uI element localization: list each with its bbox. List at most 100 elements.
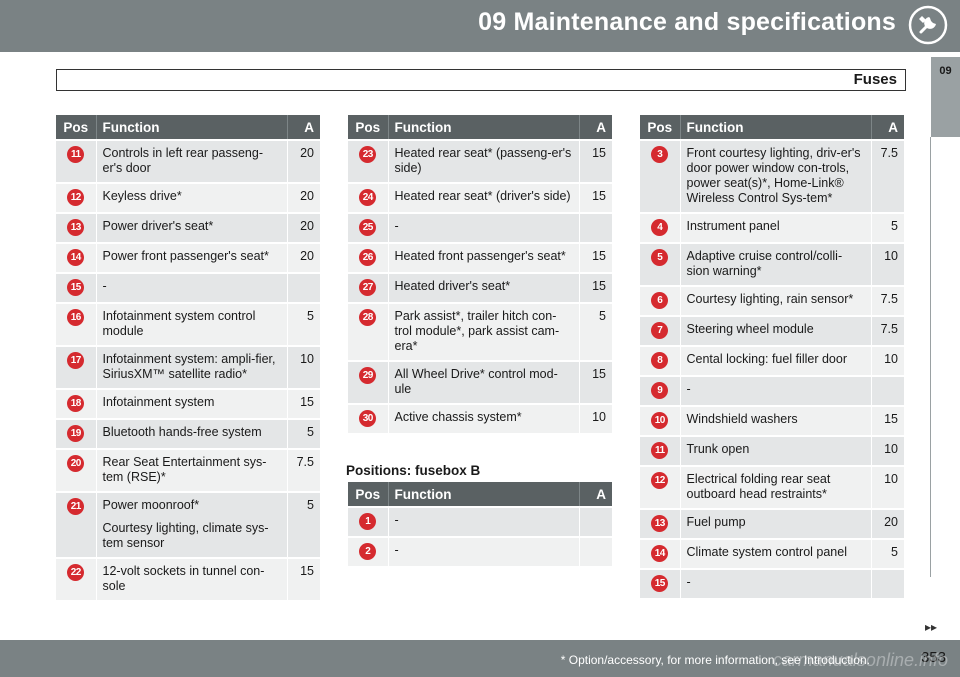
fuse-function: Trunk open bbox=[680, 435, 872, 466]
table-row: 27 Heated driver's seat* 15 bbox=[348, 272, 612, 303]
pos-badge: 2 bbox=[359, 543, 377, 560]
table-row: 23 Heated rear seat* (passeng-er's side) 1… bbox=[348, 139, 612, 183]
footer-bar: * Option/accessory, for more information… bbox=[0, 640, 960, 677]
fuse-amp bbox=[871, 375, 904, 406]
fuse-function: Climate system control panel bbox=[680, 538, 872, 569]
fuse-table-2: Pos Function A 23 Heated rear seat* (pass… bbox=[348, 115, 612, 433]
fuse-amp: 10 bbox=[871, 465, 904, 509]
fuse-amp: 15 bbox=[579, 272, 612, 303]
fuse-amp: 10 bbox=[871, 242, 904, 286]
table-row: 18 Infotainment system 15 bbox=[56, 388, 320, 419]
fuse-function: - bbox=[96, 272, 288, 303]
table-row: 10 Windshield washers 15 bbox=[640, 405, 904, 436]
pos-badge: 30 bbox=[359, 410, 377, 427]
fuse-function: - bbox=[388, 536, 580, 566]
col-amp: A bbox=[287, 115, 320, 140]
table-row: 9- bbox=[640, 375, 904, 406]
fuse-amp bbox=[579, 212, 612, 243]
table-row: 19 Bluetooth hands-free system 5 bbox=[56, 418, 320, 449]
table-row: 20 Rear Seat Entertainment sys-tem (RSE)*… bbox=[56, 448, 320, 492]
fuse-function: Heated driver's seat* bbox=[388, 272, 580, 303]
pos-badge: 9 bbox=[651, 382, 669, 399]
fuse-amp: 20 bbox=[287, 242, 320, 273]
fuse-function: Power driver's seat* bbox=[96, 212, 288, 243]
fuse-amp: 20 bbox=[287, 212, 320, 243]
fuse-amp: 5 bbox=[287, 418, 320, 449]
col-function: Function bbox=[680, 115, 872, 140]
fuse-table-1: Pos Function A 11 Controls in left rear p… bbox=[56, 115, 320, 600]
fuse-amp: 5 bbox=[579, 302, 612, 361]
col-pos: Pos bbox=[640, 115, 681, 140]
fuse-function: Park assist*, trailer hitch con-trol mod… bbox=[388, 302, 580, 361]
fuse-amp: 15 bbox=[579, 182, 612, 213]
fuse-function: Courtesy lighting, rain sensor* bbox=[680, 285, 872, 316]
side-tab-label: 09 bbox=[939, 65, 952, 77]
fuse-function-secondary: Courtesy lighting, climate sys-tem senso… bbox=[102, 521, 269, 550]
table-row: 5 Adaptive cruise control/colli-sion warn… bbox=[640, 242, 904, 286]
table-row: 13 Power driver's seat* 20 bbox=[56, 212, 320, 243]
fuse-amp bbox=[871, 568, 904, 598]
pos-badge: 11 bbox=[67, 146, 85, 163]
continue-arrows: ▸▸ bbox=[925, 620, 938, 634]
fuse-function: Heated front passenger's seat* bbox=[388, 242, 580, 273]
pos-badge: 13 bbox=[651, 515, 669, 532]
col-amp: A bbox=[579, 482, 612, 507]
fuse-amp: 10 bbox=[871, 345, 904, 376]
table-row: 14 Power front passenger's seat* 20 bbox=[56, 242, 320, 273]
fuse-amp: 15 bbox=[287, 388, 320, 419]
pos-badge: 27 bbox=[359, 279, 377, 296]
table-row: 2- bbox=[348, 536, 612, 566]
table-row: 25- bbox=[348, 212, 612, 243]
fuse-function: Infotainment system bbox=[96, 388, 288, 419]
table-row: 17 Infotainment system: ampli-fier, Siriu… bbox=[56, 345, 320, 389]
fuse-function: 12-volt sockets in tunnel con-sole bbox=[96, 557, 288, 600]
fuse-amp bbox=[579, 506, 612, 537]
fuse-function: - bbox=[388, 212, 580, 243]
fuse-function: Instrument panel bbox=[680, 212, 872, 243]
pos-badge: 20 bbox=[67, 455, 85, 472]
section-title: Fuses bbox=[853, 71, 897, 88]
fuse-function: - bbox=[680, 568, 872, 598]
fuse-table-3: Pos Function A 3 Front courtesy lighting,… bbox=[640, 115, 904, 598]
fuse-amp: 15 bbox=[871, 405, 904, 436]
fuse-function: Cental locking: fuel filler door bbox=[680, 345, 872, 376]
col-function: Function bbox=[388, 115, 580, 140]
fuse-amp: 15 bbox=[287, 557, 320, 600]
fuse-amp: 5 bbox=[287, 491, 320, 558]
pos-badge: 6 bbox=[651, 292, 669, 309]
pos-badge: 5 bbox=[651, 249, 669, 266]
fuse-function: Power front passenger's seat* bbox=[96, 242, 288, 273]
table-row: 30 Active chassis system* 10 bbox=[348, 403, 612, 433]
fuse-amp: 20 bbox=[287, 182, 320, 213]
pos-badge: 3 bbox=[651, 146, 669, 163]
watermark: carmanualsonline.info bbox=[772, 650, 948, 670]
pos-badge: 25 bbox=[359, 219, 377, 236]
pos-badge: 13 bbox=[67, 219, 85, 236]
pos-badge: 10 bbox=[651, 412, 669, 429]
table-row: 21 Power moonroof* Courtesy lighting, clim… bbox=[56, 491, 320, 558]
chapter-side-tab: 09 bbox=[931, 57, 960, 137]
table-row: 14 Climate system control panel 5 bbox=[640, 538, 904, 569]
col-function: Function bbox=[388, 482, 580, 507]
pos-badge: 17 bbox=[67, 352, 85, 369]
fuse-function: Electrical folding rear seat outboard he… bbox=[680, 465, 872, 509]
col-function: Function bbox=[96, 115, 288, 140]
table-row: 16 Infotainment system control module 5 bbox=[56, 302, 320, 346]
fuse-function: Front courtesy lighting, driv-er's door … bbox=[680, 139, 872, 213]
fuse-amp: 15 bbox=[579, 360, 612, 404]
table-row: 24 Heated rear seat* (driver's side) 15 bbox=[348, 182, 612, 213]
fuse-amp: 10 bbox=[287, 345, 320, 389]
col-amp: A bbox=[579, 115, 612, 140]
pos-badge: 16 bbox=[67, 309, 85, 326]
fuse-amp bbox=[287, 272, 320, 303]
fuse-amp: 10 bbox=[579, 403, 612, 433]
fuse-function: Rear Seat Entertainment sys-tem (RSE)* bbox=[96, 448, 288, 492]
table-row: 8 Cental locking: fuel filler door 10 bbox=[640, 345, 904, 376]
table-row: 28 Park assist*, trailer hitch con-trol m… bbox=[348, 302, 612, 361]
table-row: 22 12-volt sockets in tunnel con-sole 15 bbox=[56, 557, 320, 600]
chapter-title: 09 Maintenance and specifications bbox=[478, 8, 896, 36]
fuse-amp: 10 bbox=[871, 435, 904, 466]
fuse-function: Keyless drive* bbox=[96, 182, 288, 213]
side-divider bbox=[930, 137, 931, 577]
table-row: 11 Controls in left rear passeng-er's doo… bbox=[56, 139, 320, 183]
